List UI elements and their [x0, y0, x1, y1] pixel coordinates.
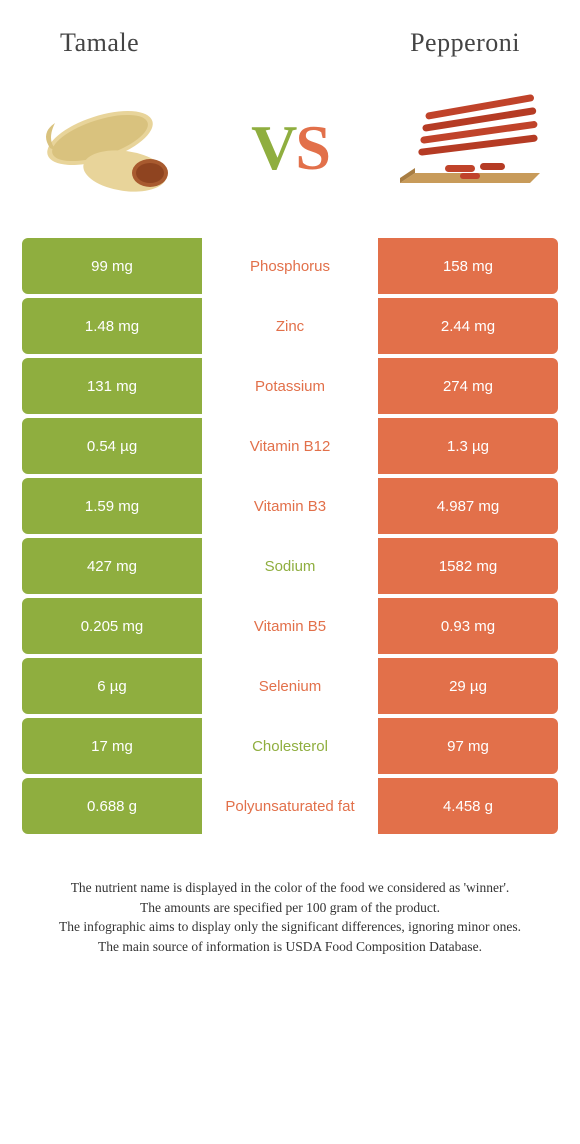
- nutrient-label: Vitamin B12: [202, 418, 378, 474]
- title-right: Pepperoni: [410, 28, 520, 58]
- value-left: 17 mg: [22, 718, 202, 774]
- nutrient-label: Phosphorus: [202, 238, 378, 294]
- title-row: Tamale Pepperoni: [0, 0, 580, 68]
- comparison-table: 99 mgPhosphorus158 mg1.48 mgZinc2.44 mg1…: [0, 238, 580, 834]
- value-left: 131 mg: [22, 358, 202, 414]
- hero-row: VS: [0, 68, 580, 238]
- value-right: 0.93 mg: [378, 598, 558, 654]
- value-right: 4.987 mg: [378, 478, 558, 534]
- table-row: 0.688 gPolyunsaturated fat4.458 g: [22, 778, 558, 834]
- value-right: 2.44 mg: [378, 298, 558, 354]
- vs-s: S: [295, 112, 329, 183]
- value-right: 4.458 g: [378, 778, 558, 834]
- footnote-line: The nutrient name is displayed in the co…: [30, 878, 550, 898]
- table-row: 99 mgPhosphorus158 mg: [22, 238, 558, 294]
- value-left: 0.205 mg: [22, 598, 202, 654]
- value-left: 0.688 g: [22, 778, 202, 834]
- table-row: 1.59 mgVitamin B34.987 mg: [22, 478, 558, 534]
- nutrient-label: Potassium: [202, 358, 378, 414]
- value-right: 274 mg: [378, 358, 558, 414]
- nutrient-label: Cholesterol: [202, 718, 378, 774]
- nutrient-label: Polyunsaturated fat: [202, 778, 378, 834]
- value-left: 0.54 µg: [22, 418, 202, 474]
- table-row: 427 mgSodium1582 mg: [22, 538, 558, 594]
- vs-v: V: [251, 112, 295, 183]
- table-row: 17 mgCholesterol97 mg: [22, 718, 558, 774]
- table-row: 1.48 mgZinc2.44 mg: [22, 298, 558, 354]
- nutrient-label: Zinc: [202, 298, 378, 354]
- nutrient-label: Vitamin B3: [202, 478, 378, 534]
- tamale-image: [30, 88, 190, 208]
- value-right: 97 mg: [378, 718, 558, 774]
- value-right: 29 µg: [378, 658, 558, 714]
- table-row: 6 µgSelenium29 µg: [22, 658, 558, 714]
- value-left: 6 µg: [22, 658, 202, 714]
- footnotes: The nutrient name is displayed in the co…: [0, 838, 580, 956]
- value-left: 427 mg: [22, 538, 202, 594]
- pepperoni-image: [390, 88, 550, 208]
- title-left: Tamale: [60, 28, 139, 58]
- footnote-line: The infographic aims to display only the…: [30, 917, 550, 937]
- value-right: 1582 mg: [378, 538, 558, 594]
- value-left: 1.59 mg: [22, 478, 202, 534]
- value-left: 99 mg: [22, 238, 202, 294]
- nutrient-label: Vitamin B5: [202, 598, 378, 654]
- value-left: 1.48 mg: [22, 298, 202, 354]
- value-right: 1.3 µg: [378, 418, 558, 474]
- table-row: 0.54 µgVitamin B121.3 µg: [22, 418, 558, 474]
- footnote-line: The main source of information is USDA F…: [30, 937, 550, 957]
- table-row: 0.205 mgVitamin B50.93 mg: [22, 598, 558, 654]
- footnote-line: The amounts are specified per 100 gram o…: [30, 898, 550, 918]
- nutrient-label: Sodium: [202, 538, 378, 594]
- vs-text: VS: [251, 111, 329, 185]
- table-row: 131 mgPotassium274 mg: [22, 358, 558, 414]
- value-right: 158 mg: [378, 238, 558, 294]
- nutrient-label: Selenium: [202, 658, 378, 714]
